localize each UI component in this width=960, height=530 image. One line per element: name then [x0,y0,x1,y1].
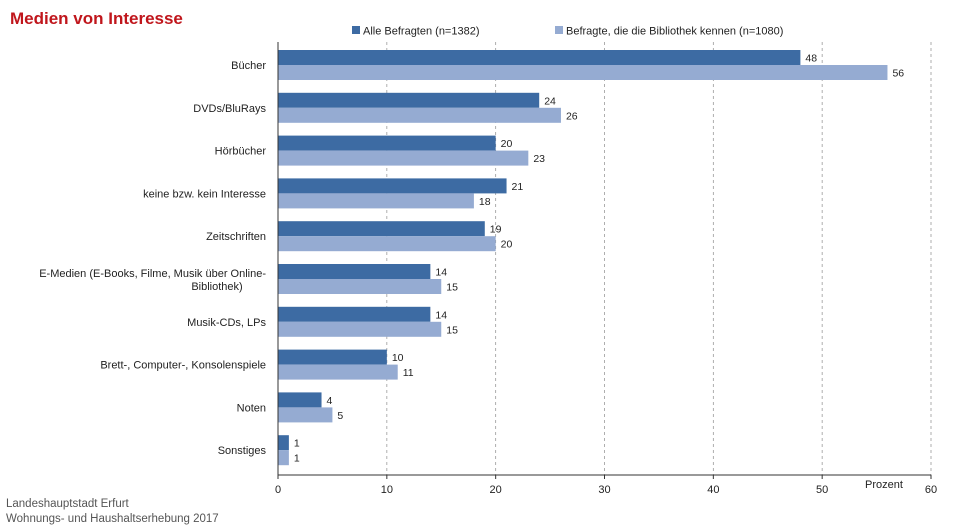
category-label: Bücher [231,60,266,72]
category-label: DVDs/BluRays [193,103,266,115]
bar [278,150,529,166]
x-tick-label: 50 [816,484,828,495]
value-label: 10 [392,352,404,364]
value-label: 4 [327,395,333,407]
source-line-2: Wohnungs- und Haushaltserhebung 2017 [6,513,219,525]
legend-swatch [555,26,563,34]
x-tick-label: 10 [381,484,393,495]
value-label: 48 [805,53,817,65]
bar [278,407,333,423]
value-label: 1 [294,438,300,450]
bar [278,65,888,80]
value-label: 14 [435,267,447,279]
value-label: 20 [501,239,513,251]
bar [278,50,801,65]
bar [278,264,431,279]
value-label: 15 [446,324,458,336]
x-tick-label: 20 [490,484,502,495]
x-tick-label: 60 [925,484,937,495]
value-label: 11 [403,367,414,379]
value-label: 56 [892,68,904,80]
category-label: keine bzw. kein Interesse [143,188,266,200]
x-tick-label: 40 [707,484,719,495]
source-note: Landeshauptstadt Erfurt Wohnungs- und Ha… [6,497,219,527]
bar [278,435,289,451]
x-tick-label: 0 [275,484,281,495]
value-label: 26 [566,110,578,122]
source-line-1: Landeshauptstadt Erfurt [6,498,129,510]
value-label: 18 [479,196,491,208]
bar [278,107,561,123]
bar [278,135,496,151]
bar [278,364,398,380]
bar [278,178,507,194]
category-label: Musik-CDs, LPs [187,317,266,329]
category-label: Sonstiges [218,445,267,457]
x-axis-label: Prozent [865,479,903,491]
category-label: Hörbücher [215,146,267,158]
value-label: 19 [490,224,502,236]
bar [278,221,485,237]
category-label: Noten [237,402,266,414]
bar [278,392,322,408]
legend-label: Befragte, die die Bibliothek kennen (n=1… [566,26,783,38]
bar [278,193,474,209]
bar [278,92,540,108]
value-label: 21 [512,181,524,193]
value-label: 15 [446,282,458,294]
bar [278,279,442,294]
category-label: E-Medien (E-Books, Filme, Musik über Onl… [39,268,266,280]
category-label: Brett-, Computer-, Konsolenspiele [100,360,266,372]
legend-label: Alle Befragten (n=1382) [363,26,480,38]
x-tick-label: 30 [598,484,610,495]
bar-chart: Alle Befragten (n=1382) Befragte, die die… [39,26,937,496]
chart-title: Medien von Interesse [10,9,183,28]
legend-swatch [352,26,360,34]
bar [278,349,387,365]
bar [278,236,496,252]
bar [278,450,289,466]
value-label: 23 [533,153,545,165]
bar [278,321,442,337]
category-label: Zeitschriften [206,231,266,243]
bar [278,306,431,322]
category-label: Bibliothek) [191,281,242,293]
value-label: 5 [337,410,343,422]
value-label: 20 [501,138,513,150]
value-label: 14 [435,309,447,321]
value-label: 24 [544,95,556,107]
value-label: 1 [294,453,300,465]
